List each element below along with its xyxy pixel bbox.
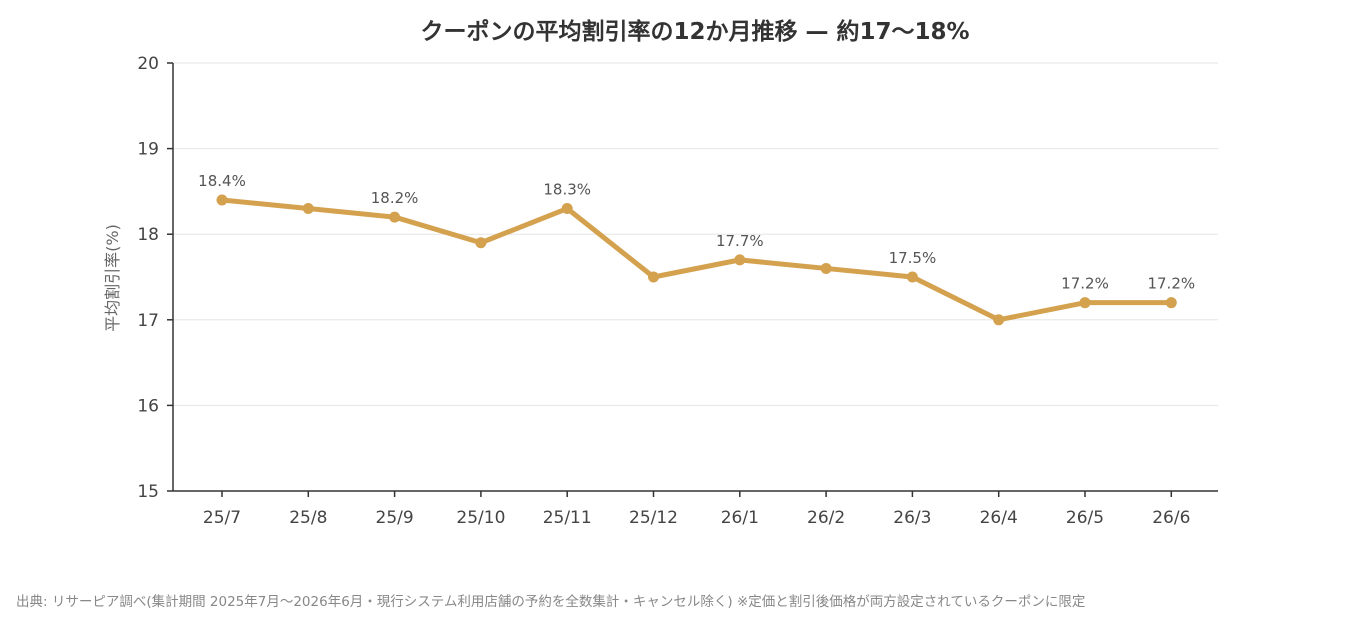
data-point: [993, 314, 1005, 326]
x-tick-label: 25/7: [203, 508, 241, 528]
x-tick-label: 25/9: [376, 508, 414, 528]
axes: [167, 62, 1218, 497]
x-tick-labels: 25/7 25/8 25/9 25/10 25/11 25/12 26/1 26/2 26/3 2…: [203, 508, 1190, 528]
y-tick-label: 20: [137, 54, 159, 74]
x-tick-label: 25/8: [289, 508, 327, 528]
y-tick-label: 15: [137, 482, 159, 502]
x-tick-label: 26/6: [1152, 508, 1190, 528]
data-point: [561, 203, 573, 215]
x-tick-label: 25/11: [543, 508, 592, 528]
data-point: [734, 254, 746, 266]
x-tick-label: 25/12: [629, 508, 678, 528]
data-label: 17.2%: [1061, 275, 1109, 293]
data-point: [906, 271, 918, 283]
data-point: [1079, 297, 1091, 309]
gridlines: [173, 62, 1218, 406]
data-point: [389, 211, 401, 223]
data-label: 17.7%: [716, 232, 764, 250]
x-tick-label: 25/10: [456, 508, 505, 528]
y-tick-label: 18: [137, 225, 159, 245]
chart-title: クーポンの平均割引率の12か月推移 — 約17〜18%: [420, 19, 970, 45]
data-point: [216, 194, 228, 206]
data-point: [820, 262, 832, 274]
data-point: [1165, 297, 1177, 309]
series: [216, 194, 1177, 326]
data-label: 17.2%: [1147, 275, 1195, 293]
y-tick-label: 17: [137, 311, 159, 331]
y-tick-label: 16: [137, 396, 159, 416]
data-label: 17.5%: [889, 249, 937, 267]
data-point: [648, 271, 659, 283]
y-tick-label: 19: [137, 140, 159, 160]
data-label: 18.3%: [543, 181, 591, 199]
y-tick-labels: 15 16 17 18 19 20: [137, 54, 159, 502]
x-tick-label: 26/1: [721, 508, 759, 528]
series-line: [219, 197, 1174, 323]
data-point: [302, 203, 314, 215]
data-label: 18.2%: [371, 189, 419, 207]
y-axis-label: 平均割引率(%): [103, 224, 122, 332]
source-note: 出典: リサーピア調べ(集計期間 2025年7月〜2026年6月・現行システム利…: [16, 594, 1086, 610]
data-point: [475, 237, 487, 249]
x-tick-label: 26/3: [893, 508, 931, 528]
x-tick-label: 26/2: [807, 508, 845, 528]
x-tick-label: 26/5: [1066, 508, 1104, 528]
data-label: 18.4%: [198, 172, 246, 190]
data-labels: 18.4% 18.2% 18.3% 17.7% 17.5% 17.2% 17.2%: [198, 172, 1195, 293]
x-tick-label: 26/4: [980, 508, 1018, 528]
